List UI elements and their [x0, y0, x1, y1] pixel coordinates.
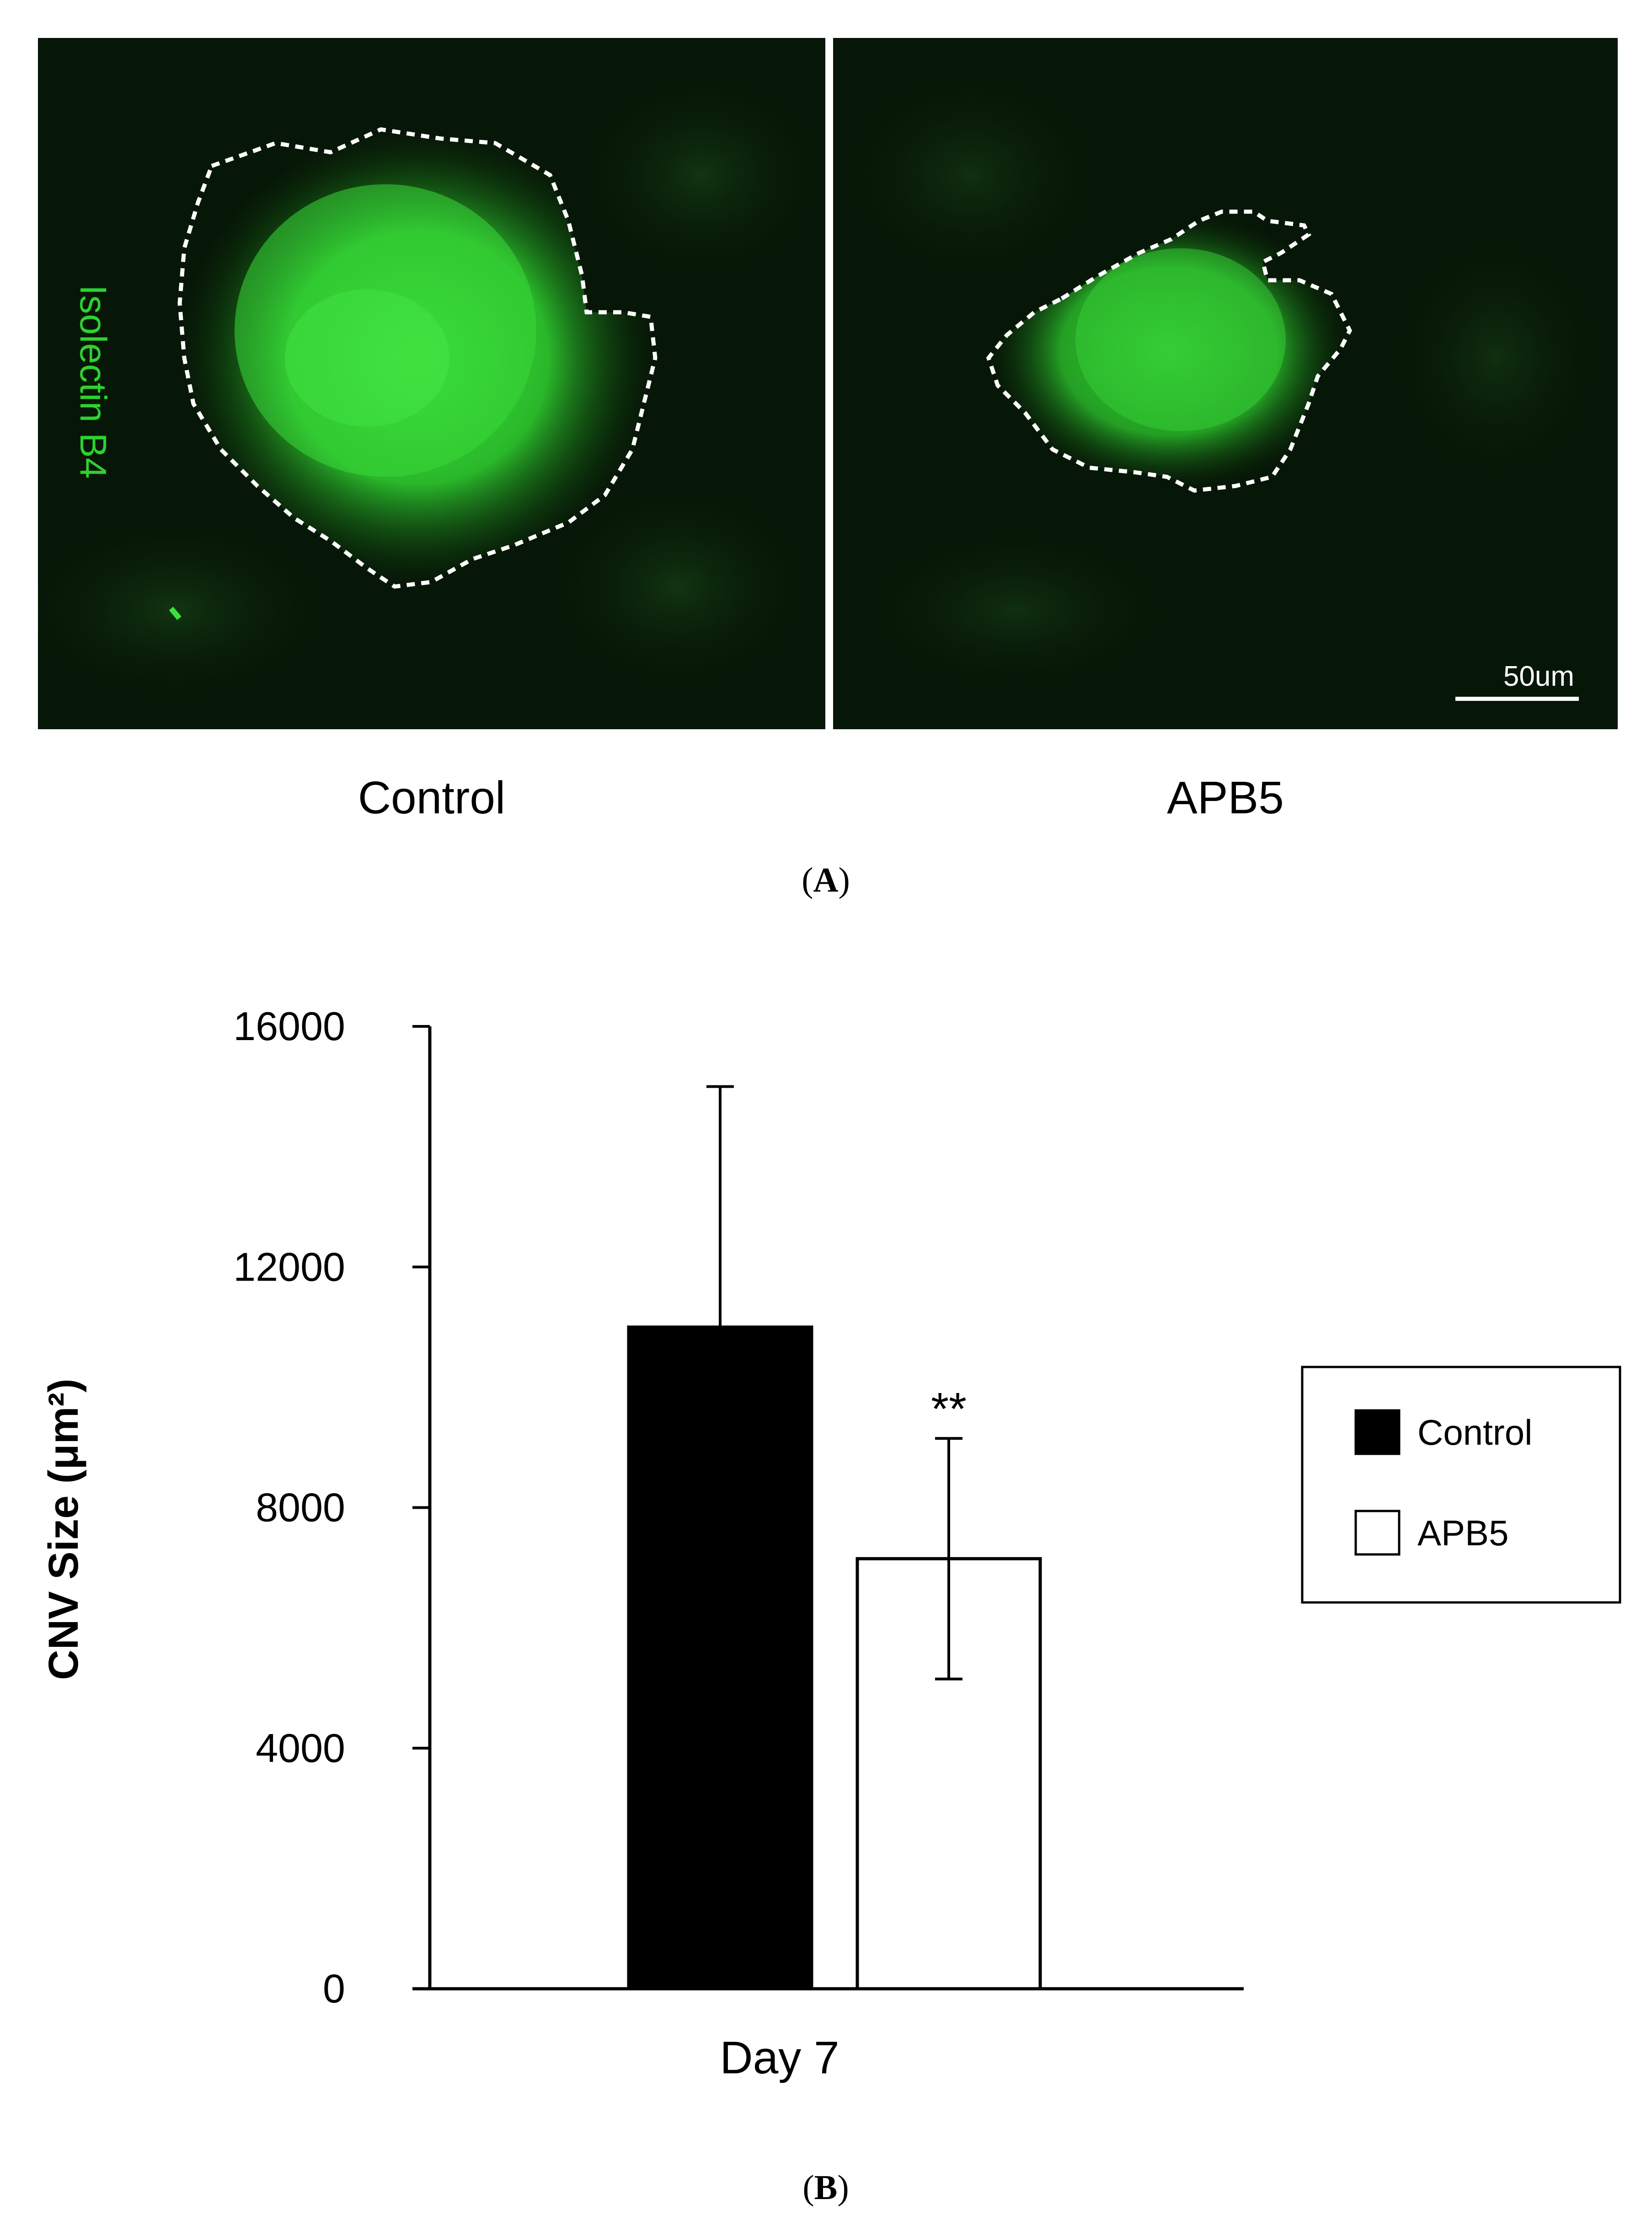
y-axis-label: CNV Size (μm²)	[40, 1378, 87, 1680]
y-tick-label: 16000	[233, 1004, 345, 1049]
panel-letter-b: (B)	[802, 2168, 849, 2207]
y-tick-label: 12000	[233, 1244, 345, 1289]
stain-label: Isolectin B4	[72, 285, 114, 479]
scale-bar-label: 50um	[1503, 661, 1574, 692]
y-axis: 0 4000 8000 12000 16000	[233, 1004, 432, 2011]
panel-a: Isolectin B4 50um	[0, 0, 1652, 914]
micrograph-apb5: 50um	[833, 38, 1618, 729]
scale-bar	[1455, 697, 1579, 701]
significance-label: **	[931, 1383, 967, 1435]
micrograph-control-image	[38, 38, 825, 729]
bars: **	[627, 1085, 1042, 1991]
y-tick-label: 8000	[256, 1485, 345, 1530]
legend: Control APB5	[1301, 1366, 1621, 1604]
legend-swatch-control	[1354, 1409, 1401, 1455]
image-label-control: Control	[358, 772, 506, 823]
y-tick-label: 0	[323, 1966, 345, 2011]
y-tick-label: 4000	[256, 1725, 345, 1771]
legend-label-control: Control	[1417, 1412, 1532, 1452]
legend-box	[1301, 1366, 1621, 1604]
panel-letter-a: (A)	[802, 861, 850, 899]
legend-swatch-apb5	[1354, 1510, 1401, 1556]
image-label-apb5: APB5	[1167, 772, 1284, 823]
bar-control	[627, 1325, 813, 1991]
legend-label-apb5: APB5	[1417, 1513, 1508, 1553]
micrograph-control: Isolectin B4	[38, 38, 825, 729]
x-tick-label: Day 7	[720, 2032, 839, 2083]
bar-chart: 0 4000 8000 12000 16000 ** Day 7 CNV Size (μ…	[40, 1004, 1621, 2083]
micrograph-apb5-image	[833, 38, 1618, 729]
x-axis: Day 7	[412, 1987, 1244, 2083]
